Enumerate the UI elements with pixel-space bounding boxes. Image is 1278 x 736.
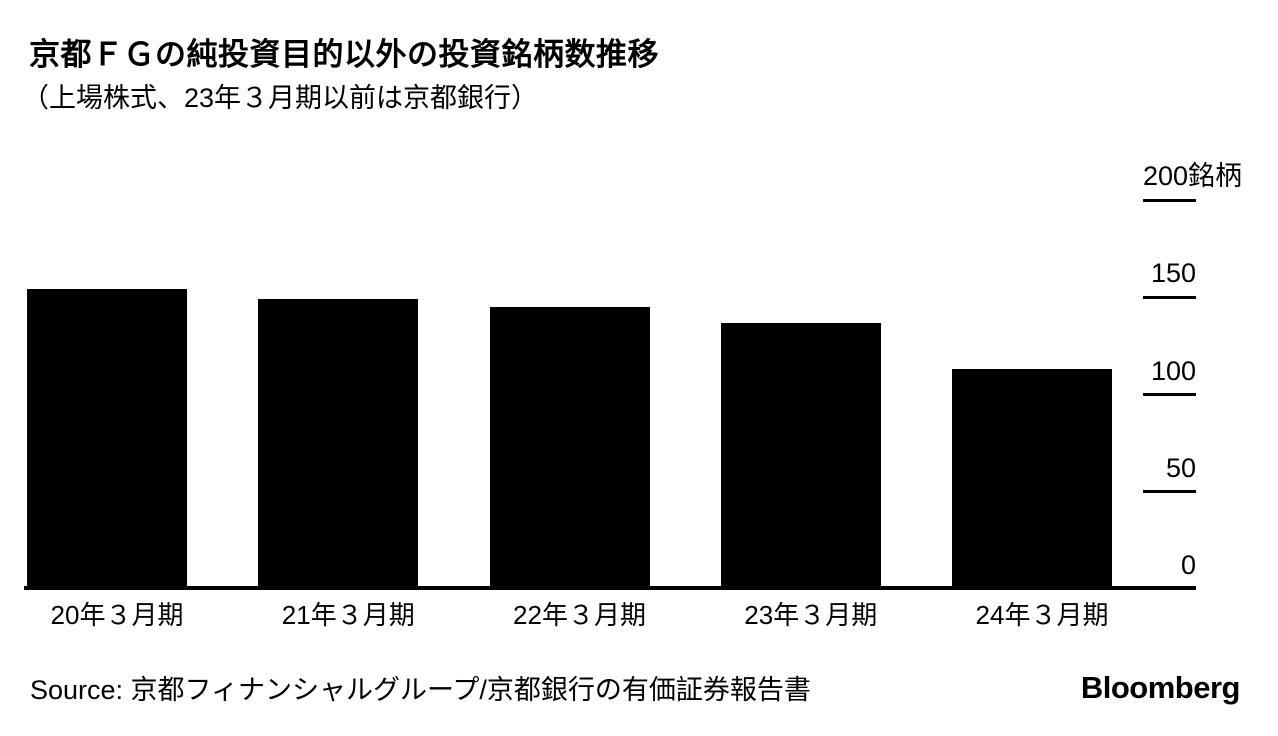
bar (258, 299, 419, 589)
x-axis-label: 23年３月期 (744, 600, 878, 630)
y-axis-label: 100 (1150, 355, 1196, 386)
bar (489, 306, 650, 589)
chart-subtitle: （上場株式、23年３月期以前は京都銀行） (22, 83, 539, 113)
y-axis-label: 200銘柄 (1143, 161, 1243, 191)
bar (952, 369, 1112, 589)
y-axis-label: 50 (1165, 452, 1196, 483)
y-axis-label: 0 (1180, 550, 1196, 580)
y-axis-tick (1143, 198, 1196, 202)
source-note: Source: 京都フィナンシャルグループ/京都銀行の有価証券報告書 (30, 675, 811, 705)
y-axis-tick (1143, 393, 1196, 396)
chart-title: 京都ＦＧの純投資目的以外の投資銘柄数推移 (29, 37, 659, 72)
bar (27, 289, 187, 589)
bar (720, 322, 881, 589)
x-axis-line (24, 586, 1196, 590)
y-axis-tick (1143, 295, 1196, 299)
x-axis-label: 24年３月期 (975, 600, 1109, 630)
y-axis-label: 150 (1150, 258, 1196, 289)
x-axis-label: 21年３月期 (281, 600, 415, 630)
bloomberg-logo: Bloomberg (1080, 670, 1241, 705)
x-axis-label: 22年３月期 (513, 600, 646, 630)
y-axis-tick (1143, 490, 1196, 494)
x-axis-label: 20年３月期 (50, 600, 184, 630)
